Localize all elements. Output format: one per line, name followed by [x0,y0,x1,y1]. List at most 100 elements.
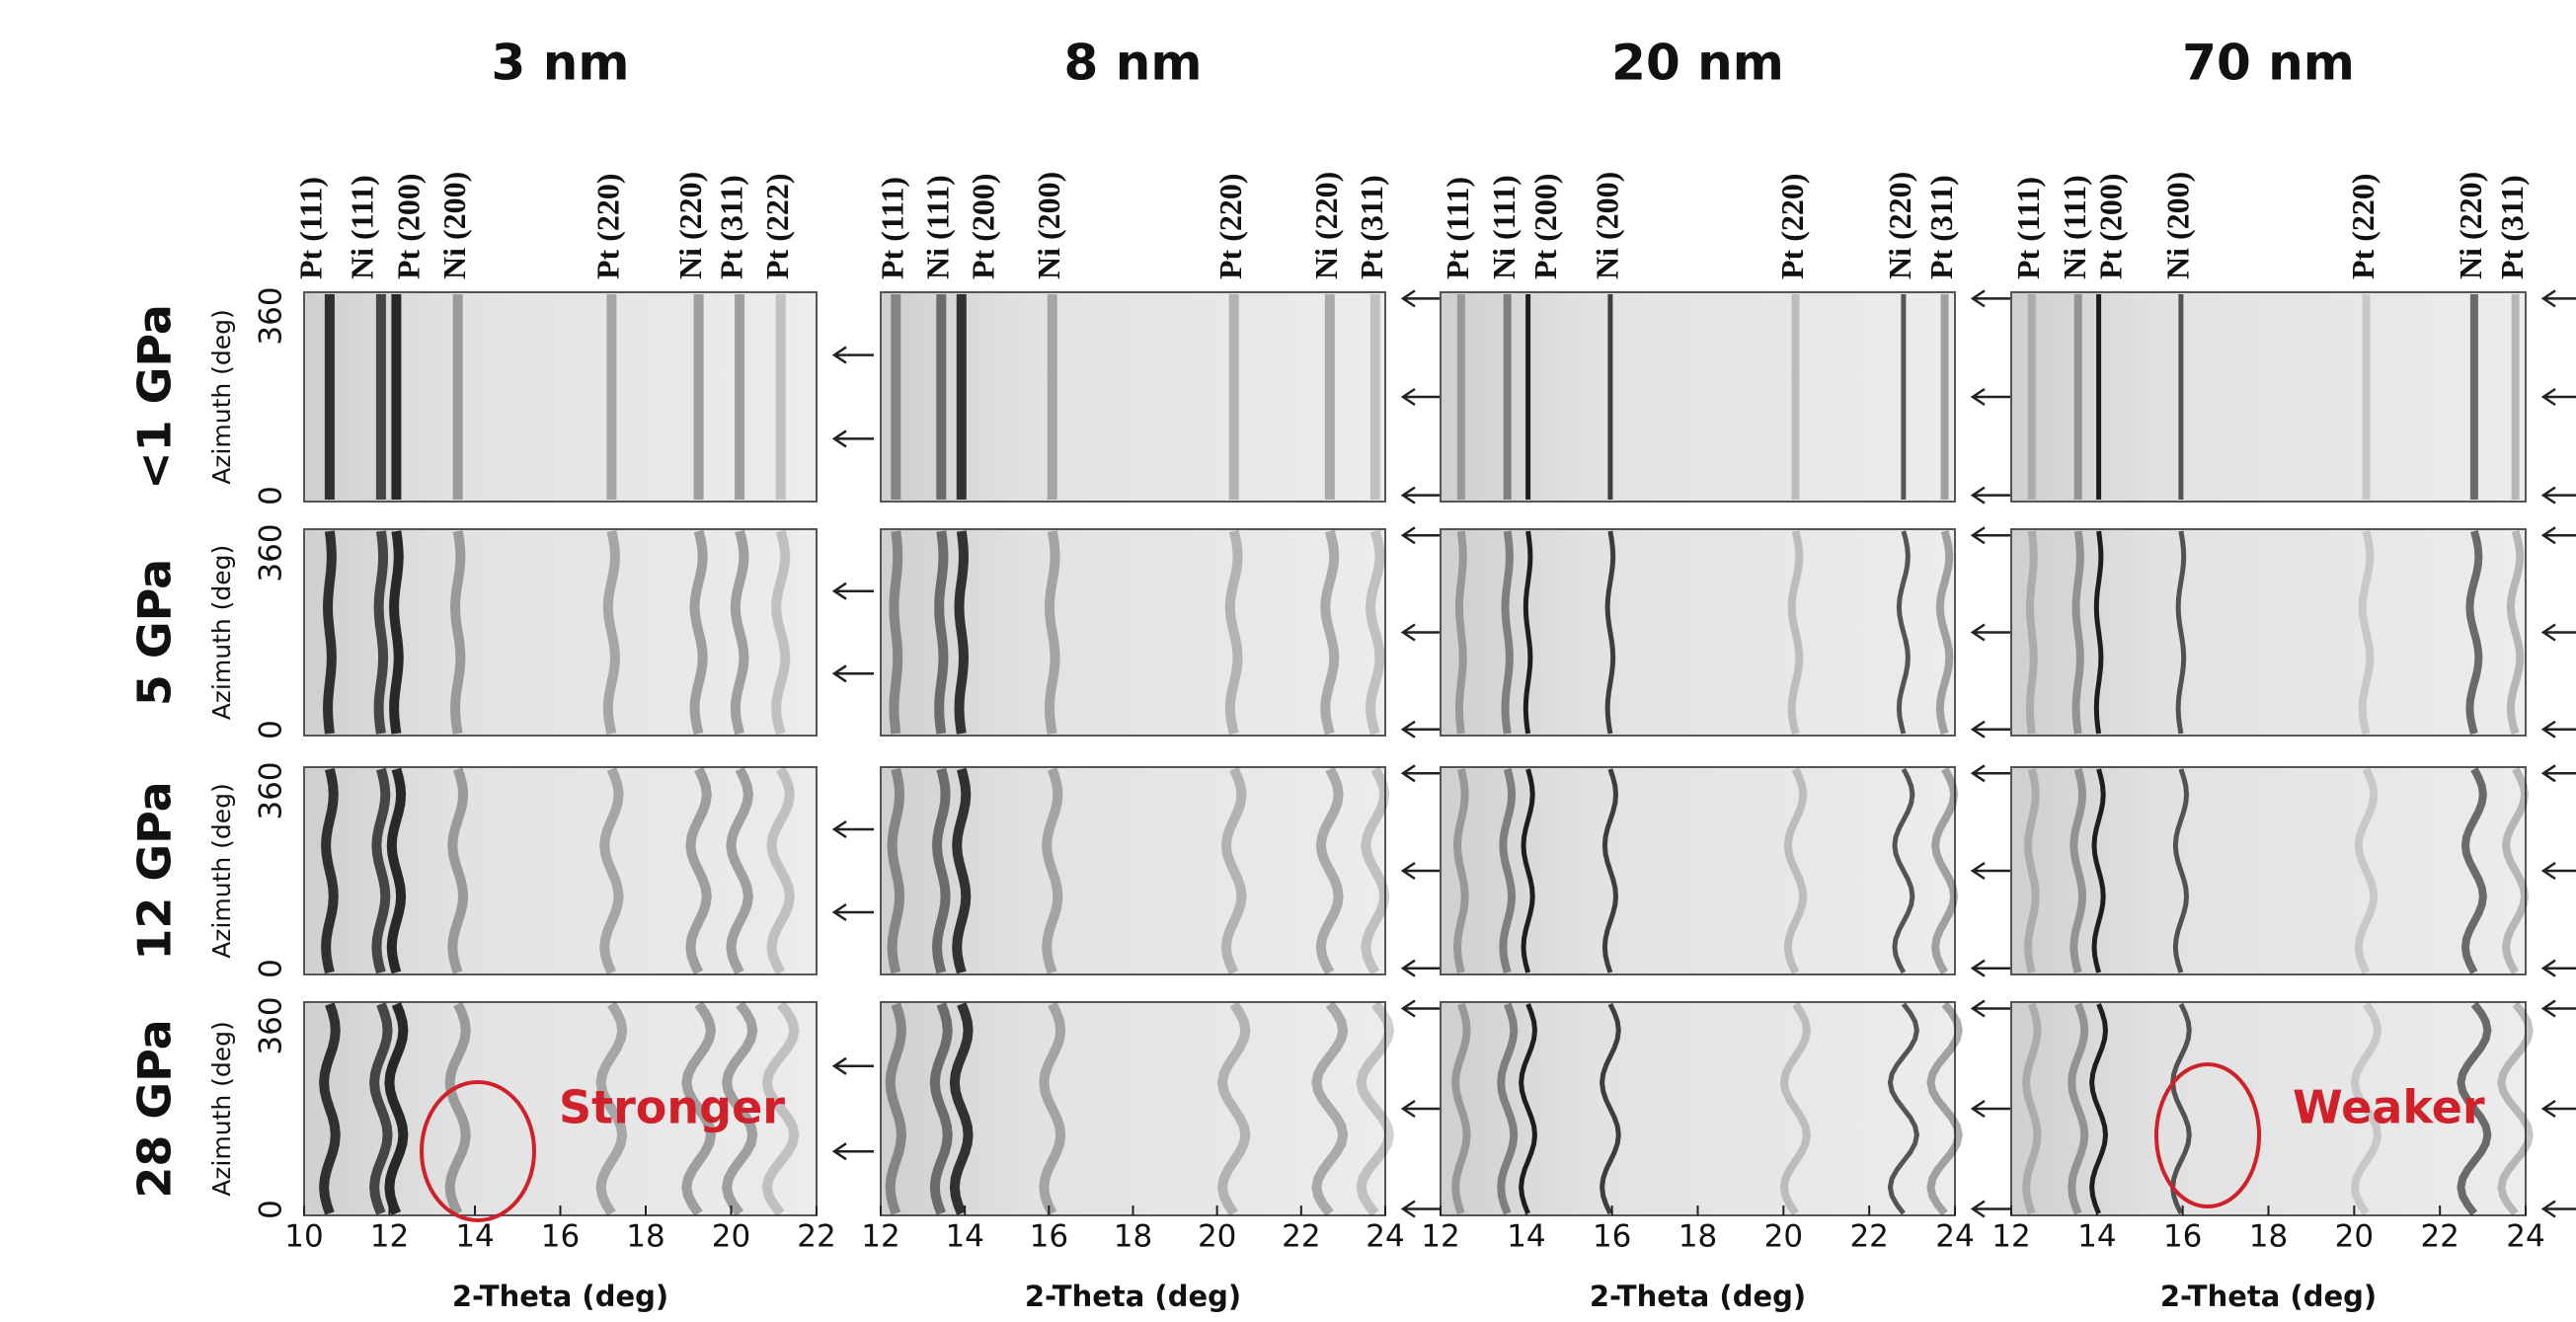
x-tick-label: 18 [2249,1219,2288,1255]
diffraction-line [1452,768,1469,973]
x-tick-label: 22 [1849,1219,1888,1255]
peak-label: Ni (111) [345,175,380,279]
arrow-marker [2540,1200,2576,1218]
arrow-marker [831,664,874,683]
y-tick-label: 360 [254,286,289,345]
arrow-marker [831,582,874,600]
diffraction-line [1926,1001,1963,1216]
x-tick-label: 16 [1593,1219,1631,1255]
row-label: 12 GPa [128,781,182,960]
diffraction-line [2506,529,2525,736]
annotation: Stronger [559,1081,785,1134]
y-tick-label: 0 [254,1200,289,1219]
diffraction-line [2022,1002,2042,1215]
diffraction-line [1787,530,1804,735]
diffraction-line [771,529,791,736]
diffraction-panel [303,291,818,503]
peak-label: Pt (220) [1774,173,1810,279]
peak-label: Ni (111) [920,175,956,279]
diffraction-line [952,767,972,974]
arrow-marker [1400,1200,1443,1218]
peak-label: Pt (111) [1440,177,1475,279]
diffraction-line [1896,530,1911,735]
diffraction-line [685,766,712,975]
diffraction-panel [2010,528,2527,737]
diffraction-line [2093,530,2104,735]
peak-label: Pt (222) [759,173,795,279]
peak-label: Ni (220) [672,172,708,279]
arrow-marker [1970,289,2012,308]
x-tick-label: 16 [2163,1219,2202,1255]
diffraction-line [929,1002,953,1215]
diffraction-line [887,767,905,974]
x-tick-label: 14 [455,1219,494,1255]
diffraction-line [1044,530,1060,735]
diffraction-line [934,530,949,735]
arrow-marker [2540,861,2576,881]
peak-label: Ni (220) [1308,172,1344,279]
arrow-marker [1970,387,2012,407]
arrow-marker [2540,764,2576,783]
peak-label: Pt (111) [875,177,910,279]
peak-label: Ni (220) [2453,172,2488,279]
diffraction-line [1365,529,1385,736]
x-tick-label: 24 [1935,1219,1974,1255]
x-tick-label: 22 [1282,1219,1320,1255]
diffraction-line [1220,766,1247,975]
peak-label: Pt (200) [1527,173,1563,279]
arrow-marker [2540,720,2576,739]
diffraction-line [1892,767,1915,974]
x-tick-label: 12 [861,1219,899,1255]
diffraction-line [2089,1003,2109,1214]
highlight-ellipse [2154,1062,2261,1208]
arrow-marker [2540,526,2576,545]
arrow-marker [1400,861,1443,881]
column-title: 20 nm [1611,35,1784,92]
diffraction-line [1499,768,1517,973]
diffraction-panel [1440,291,1956,503]
diffraction-line [386,767,407,974]
diffraction-line [319,1002,341,1215]
peak-label: Pt (311) [1354,175,1389,279]
x-tick-label: 24 [2506,1219,2544,1255]
x-tick-label: 18 [1114,1219,1152,1255]
peak-label: Pt (311) [713,175,748,279]
arrow-marker [1970,764,2012,783]
diffraction-line [2170,1002,2192,1215]
arrow-marker [831,429,874,448]
peak-label: Ni (220) [1882,172,1917,279]
peak-label: Pt (220) [1212,173,1248,279]
diffraction-line [2354,767,2379,974]
diffraction-line [1600,1002,1621,1215]
arrow-marker [1400,387,1443,407]
x-tick-label: 24 [1366,1219,1404,1255]
diffraction-line [373,530,389,735]
row-label: 28 GPa [128,1019,182,1198]
peak-label: Ni (200) [2159,172,2195,279]
peak-label: Pt (111) [2010,177,2046,279]
diffraction-line [2025,530,2038,735]
x-tick-label: 22 [2420,1219,2459,1255]
x-tick-label: 20 [2335,1219,2374,1255]
peak-label: Pt (220) [2345,173,2381,279]
y-tick-label: 0 [254,720,289,739]
diffraction-line [2091,768,2106,973]
arrow-marker [2540,289,2576,308]
diffraction-line [954,530,970,735]
arrow-marker [1400,623,1443,642]
diffraction-line [1042,767,1063,974]
x-tick-label: 16 [541,1219,580,1255]
diffraction-line [722,1001,758,1216]
arrow-marker [2540,959,2576,977]
diffraction-line [2023,768,2040,973]
diffraction-line [766,766,795,975]
diffraction-line [384,1002,409,1215]
diffraction-line [1501,530,1514,735]
x-tick-label: 18 [626,1219,664,1255]
diffraction-line [1454,530,1467,735]
peak-label: Pt (311) [2494,175,2530,279]
y-tick-label: 360 [254,523,289,582]
column-title: 8 nm [1064,35,1203,92]
arrow-marker [1400,764,1443,783]
diffraction-line [2071,530,2084,735]
